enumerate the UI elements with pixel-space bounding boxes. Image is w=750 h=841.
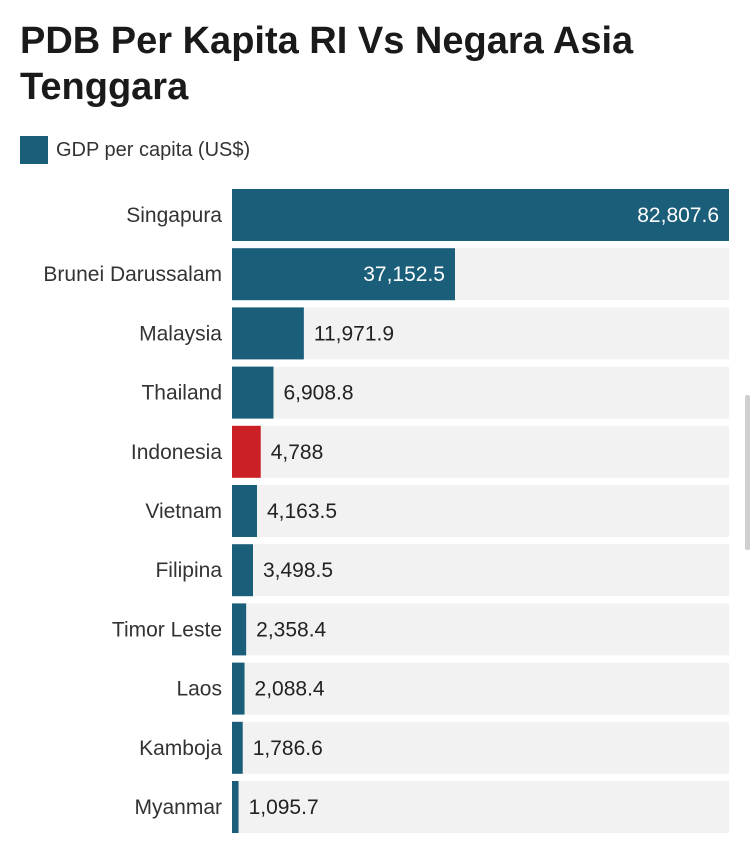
bar-track-kamboja	[232, 721, 729, 774]
bar-track-indonesia	[232, 425, 729, 478]
bar-filipina	[232, 544, 253, 597]
category-label-laos: Laos	[176, 678, 222, 701]
value-label-malaysia: 11,971.9	[314, 322, 394, 345]
value-label-thailand: 6,908.8	[283, 382, 353, 405]
bar-track-timor-leste	[232, 603, 729, 656]
category-label-indonesia: Indonesia	[131, 441, 222, 464]
bar-track-myanmar	[232, 781, 729, 833]
bar-track-vietnam	[232, 485, 729, 537]
category-label-malaysia: Malaysia	[139, 322, 222, 345]
legend: GDP per capita (US$)	[20, 136, 250, 164]
bar-singapura	[232, 189, 729, 241]
bar-track-filipina	[232, 544, 729, 597]
bar-indonesia	[232, 425, 261, 478]
category-label-kamboja: Kamboja	[139, 737, 222, 760]
category-label-vietnam: Vietnam	[145, 500, 222, 523]
bar-vietnam	[232, 485, 257, 537]
value-label-timor-leste: 2,358.4	[256, 618, 326, 641]
category-label-singapura: Singapura	[126, 204, 222, 227]
value-label-laos: 2,088.4	[255, 678, 325, 701]
bar-malaysia	[232, 307, 304, 360]
value-label-myanmar: 1,095.7	[249, 796, 319, 819]
category-label-filipina: Filipina	[155, 559, 222, 582]
value-label-singapura: 82,807.6	[637, 204, 719, 227]
bar-thailand	[232, 366, 274, 419]
category-label-timor-leste: Timor Leste	[112, 618, 222, 641]
legend-label: GDP per capita (US$)	[56, 138, 251, 161]
bar-brunei-darussalam	[232, 248, 455, 301]
value-label-indonesia: 4,788	[271, 441, 324, 464]
category-label-thailand: Thailand	[141, 382, 222, 405]
scrollbar-thumb[interactable]	[745, 395, 750, 550]
category-label-brunei-darussalam: Brunei Darussalam	[43, 263, 222, 286]
bar-myanmar	[232, 781, 239, 833]
bar-timor-leste	[232, 603, 247, 656]
category-label-myanmar: Myanmar	[134, 796, 222, 819]
bar-track-thailand	[232, 366, 729, 419]
legend-swatch	[20, 136, 48, 164]
bar-track-laos	[232, 662, 729, 715]
bar-track-malaysia	[232, 307, 729, 360]
value-label-filipina: 3,498.5	[263, 559, 333, 582]
value-label-kamboja: 1,786.6	[253, 737, 323, 760]
value-label-vietnam: 4,163.5	[267, 500, 337, 523]
value-label-brunei-darussalam: 37,152.5	[363, 263, 445, 286]
bar-laos	[232, 662, 245, 715]
bar-kamboja	[232, 721, 243, 774]
page-title: PDB Per Kapita RI Vs Negara Asia Tenggar…	[20, 20, 634, 108]
